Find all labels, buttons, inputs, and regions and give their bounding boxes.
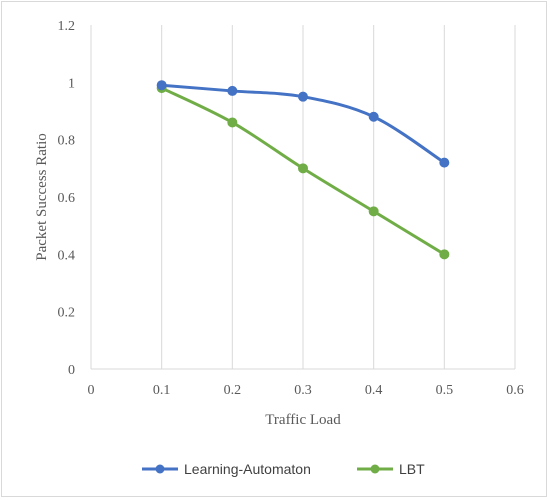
legend: Learning-Automaton LBT	[142, 461, 425, 477]
x-axis-title: Traffic Load	[265, 412, 341, 428]
data-point	[298, 163, 308, 174]
legend-swatch-marker	[370, 464, 380, 474]
x-tick-label: 0.4	[365, 383, 383, 398]
x-tick-label: 0.5	[436, 383, 454, 398]
series-layer	[156, 80, 450, 260]
y-axis-title: Packet Success Ratio	[34, 133, 50, 260]
data-point	[227, 85, 238, 96]
data-point	[298, 91, 308, 102]
label-layer: 0 0.1 0.2 0.3 0.4 0.5 0.6 0 0.2 0.4 0.6 0.8 1 1.2	[58, 19, 524, 398]
y-tick-label: 0.4	[58, 248, 76, 263]
y-tick-label: 1	[68, 76, 75, 91]
data-point	[439, 249, 450, 260]
y-tick-label: 1.2	[58, 19, 76, 34]
y-tick-label: 0	[68, 363, 75, 378]
x-tick-label: 0.3	[294, 383, 312, 398]
data-point	[368, 111, 379, 122]
y-tick-label: 0.6	[58, 191, 76, 206]
legend-label: LBT	[399, 461, 425, 477]
data-point	[227, 117, 238, 128]
x-tick-label: 0	[88, 383, 95, 398]
x-tick-label: 0.1	[153, 383, 171, 398]
axis-layer	[90, 25, 515, 370]
legend-label: Learning-Automaton	[184, 461, 311, 477]
x-tick-label: 0.2	[224, 383, 242, 398]
y-tick-label: 0.8	[58, 134, 76, 149]
data-point	[439, 157, 450, 168]
legend-swatch-marker	[155, 464, 165, 474]
data-point	[368, 206, 379, 217]
data-point	[156, 80, 167, 91]
y-tick-label: 0.2	[58, 306, 76, 321]
grid-layer	[161, 25, 516, 369]
x-tick-label: 0.6	[506, 383, 524, 398]
